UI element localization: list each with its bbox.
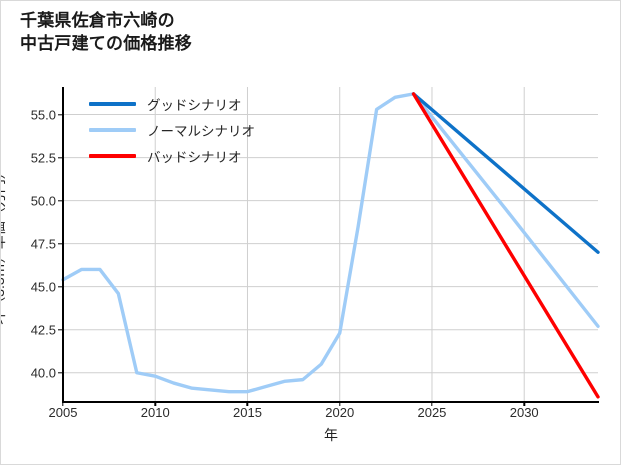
x-tick-label: 2030	[509, 405, 539, 420]
legend-swatch-bad	[89, 154, 136, 158]
series-line	[61, 92, 600, 394]
series-line	[411, 92, 600, 254]
legend-label-bad: バッドシナリオ	[147, 150, 242, 165]
x-tick-mark	[431, 402, 433, 406]
chart-title: 千葉県佐倉市六崎の 中古戸建ての価格推移	[20, 11, 192, 53]
series-line	[411, 92, 600, 399]
y-tick-mark	[58, 156, 62, 159]
x-tick-label: 2015	[233, 405, 262, 420]
x-tick-mark	[246, 402, 249, 406]
y-tick-mark	[58, 372, 62, 374]
legend-item-good[interactable]: グッドシナリオ	[89, 91, 299, 117]
x-tick-mark	[62, 402, 64, 406]
x-tick-mark	[154, 402, 156, 406]
legend-swatch-normal	[89, 128, 136, 132]
y-tick-mark	[58, 329, 62, 331]
legend-item-normal[interactable]: ノーマルシナリオ	[89, 117, 299, 143]
y-tick-label: 50.0	[30, 193, 56, 209]
x-tick-label: 2020	[325, 405, 355, 420]
y-tick-label: 45.0	[30, 279, 56, 295]
chart-legend: グッドシナリオ ノーマルシナリオ バッドシナリオ	[89, 91, 299, 169]
series-lines	[61, 92, 600, 399]
y-tick-label: 40.0	[30, 365, 56, 381]
y-axis-spine	[62, 87, 64, 403]
y-tick-mark	[58, 113, 62, 116]
y-tick-label: 42.5	[30, 322, 56, 338]
legend-item-bad[interactable]: バッドシナリオ	[89, 143, 299, 169]
x-axis-spine	[62, 401, 599, 403]
x-tick-label: 2025	[417, 405, 447, 420]
y-tick-mark	[58, 285, 62, 288]
y-tick-mark	[58, 242, 62, 245]
x-axis-label: 年	[324, 427, 338, 443]
plot-area	[61, 87, 600, 402]
y-tick-mark	[58, 199, 62, 202]
x-tick-label: 2005	[48, 405, 78, 420]
legend-swatch-good	[89, 102, 136, 106]
x-tick-label: 2010	[140, 405, 170, 420]
x-tick-mark	[523, 402, 525, 406]
y-axis-label: 坪（3.3㎡）単価（万円）	[0, 165, 7, 325]
y-tick-label: 47.5	[30, 236, 56, 252]
y-tick-label: 55.0	[30, 107, 56, 123]
legend-label-normal: ノーマルシナリオ	[147, 124, 255, 139]
y-tick-label: 52.5	[30, 150, 56, 166]
gridlines	[62, 87, 598, 402]
x-tick-mark	[339, 402, 341, 406]
legend-label-good: グッドシナリオ	[147, 98, 242, 113]
